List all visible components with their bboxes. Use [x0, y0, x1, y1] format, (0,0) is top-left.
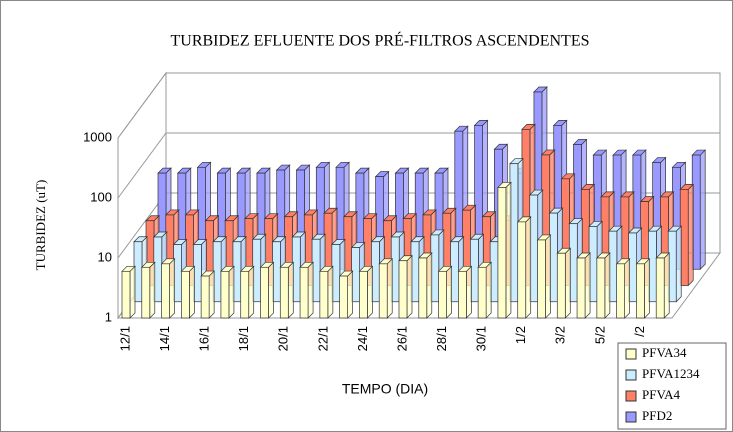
- y-tick-label: 100: [90, 189, 112, 204]
- bar-side: [169, 257, 175, 319]
- bar: [200, 275, 210, 319]
- bar-side: [149, 261, 156, 319]
- bar-side: [446, 265, 452, 319]
- bar: [299, 266, 309, 319]
- bar-side: [644, 257, 650, 319]
- bar-side: [466, 265, 472, 319]
- bar-side: [268, 261, 274, 319]
- bar-side: [189, 265, 195, 319]
- bar-side: [663, 252, 670, 319]
- bar: [121, 270, 131, 319]
- legend-label: PFVA34: [642, 345, 687, 360]
- bar: [161, 263, 170, 319]
- x-tick-label: 28/1: [434, 326, 449, 351]
- bar: [279, 266, 289, 319]
- bar-side: [406, 254, 413, 319]
- legend-swatch: [625, 411, 637, 423]
- bar-side: [505, 181, 512, 319]
- bar-side: [367, 265, 373, 319]
- bar-side: [584, 252, 591, 319]
- x-tick-label: 18/1: [236, 326, 251, 351]
- legend-swatch: [625, 369, 637, 381]
- bar-side: [675, 225, 682, 303]
- bar-side: [525, 216, 532, 319]
- bar-side: [545, 234, 551, 319]
- bar: [339, 275, 348, 319]
- bar: [537, 239, 546, 319]
- bar: [655, 257, 665, 319]
- x-tick-label: 3/2: [553, 326, 568, 344]
- bar-side: [687, 183, 694, 287]
- x-tick-label: 5/2: [592, 326, 607, 344]
- bar: [576, 257, 586, 319]
- y-axis-label: TURBIDEZ (uT): [33, 180, 48, 271]
- bar: [398, 260, 408, 319]
- x-tick-label: 26/1: [394, 326, 409, 351]
- x-tick-label: 1/2: [513, 326, 528, 344]
- grid-line: [117, 72, 720, 139]
- bar-side: [485, 261, 492, 319]
- y-tick-label: 1000: [83, 129, 112, 144]
- bar: [438, 270, 447, 319]
- x-tick-label: 20/1: [276, 326, 291, 351]
- bar-side: [426, 252, 433, 319]
- bar-side: [327, 265, 334, 319]
- chart-title: TURBIDEZ EFLUENTE DOS PRÉ-FILTROS ASCEND…: [171, 31, 590, 50]
- x-tick-label: 14/1: [157, 326, 172, 351]
- bar: [378, 263, 388, 319]
- y-tick-label: 10: [98, 249, 112, 264]
- bar: [556, 252, 566, 319]
- bar-side: [699, 149, 706, 271]
- bar: [240, 270, 250, 319]
- legend-label: PFVA4: [642, 387, 681, 402]
- bar-side: [347, 270, 353, 319]
- y-tick-label: 1: [105, 309, 112, 324]
- bar-side: [386, 257, 393, 319]
- bar: [497, 187, 507, 319]
- bar: [359, 270, 368, 319]
- bar: [517, 221, 527, 319]
- bar-side: [307, 261, 314, 319]
- bar: [418, 257, 428, 319]
- bar-side: [248, 265, 255, 319]
- legend-swatch: [625, 348, 637, 360]
- bar-side: [287, 261, 294, 319]
- bar: [181, 270, 190, 319]
- bar: [636, 263, 645, 319]
- bar-side: [624, 257, 630, 319]
- legend-label: PFD2: [642, 408, 672, 423]
- bar-side: [208, 270, 215, 319]
- legend-swatch: [625, 390, 637, 402]
- bar: [616, 263, 625, 319]
- bar-side: [129, 265, 136, 319]
- bar-side: [228, 265, 235, 319]
- x-tick-label: 24/1: [355, 326, 370, 351]
- x-tick-label: 30/1: [474, 326, 489, 351]
- x-tick-label: 16/1: [197, 326, 212, 351]
- bar: [141, 266, 151, 319]
- bar: [319, 270, 329, 319]
- bar: [458, 270, 467, 319]
- x-tick-label: 22/1: [315, 326, 330, 351]
- x-tick-label: 12/1: [117, 326, 132, 351]
- bar-side: [604, 252, 611, 319]
- bar: [260, 266, 269, 319]
- bar: [477, 266, 487, 319]
- x-axis-label: TEMPO (DIA): [342, 381, 428, 397]
- bar: [220, 270, 230, 319]
- bar: [596, 257, 606, 319]
- x-tick-label: /2: [632, 326, 647, 337]
- legend-label: PFVA1234: [642, 366, 700, 381]
- bar-side: [564, 247, 571, 319]
